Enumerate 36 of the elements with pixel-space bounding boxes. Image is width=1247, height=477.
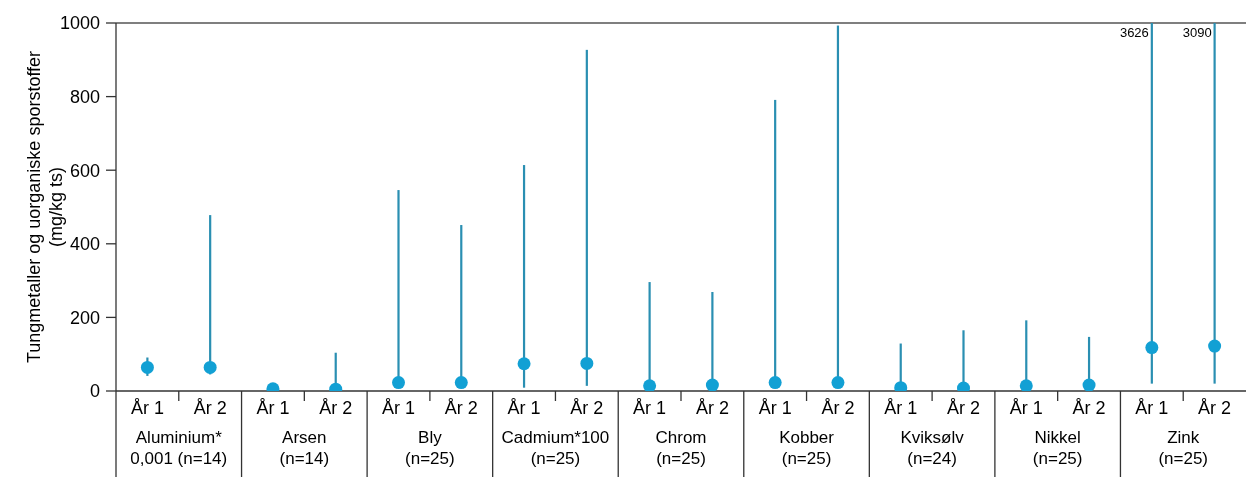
text: Chrom (n=25): [655, 428, 707, 468]
text: Kobber (n=25): [779, 428, 835, 468]
x-tick-label: År 1: [1009, 398, 1043, 418]
x-tick-label: År 1: [884, 398, 918, 418]
x-tick-label: År 2: [695, 398, 729, 418]
x-tick-label: År 2: [821, 398, 855, 418]
text: Cadmium*100 (n=25): [501, 428, 610, 468]
text: Nikkel (n=25): [1032, 428, 1083, 468]
x-tick-label: År 2: [444, 398, 478, 418]
x-tick-label: År 1: [381, 398, 416, 418]
x-tick-label: År 1: [633, 398, 667, 418]
y-tick-label: 600: [69, 160, 100, 181]
x-tick-label: År 1: [758, 398, 792, 418]
text: Bly (n=25): [405, 428, 455, 468]
y-tick-label: 0: [89, 381, 100, 402]
x-tick-label: År 2: [570, 398, 604, 418]
x-tick-label: År 1: [130, 398, 164, 418]
text: Arsen (n=14): [279, 428, 330, 468]
y-tick-label: 800: [69, 86, 100, 107]
text: Zink (n=25): [1158, 428, 1209, 468]
y-tick-label: 1000: [59, 13, 100, 34]
text: Kviksølv (n=24): [900, 428, 965, 468]
text: Aluminium* 0,001 (n=14): [130, 428, 228, 468]
x-tick-label: År 2: [946, 398, 981, 418]
x-tick-label: År 2: [1198, 398, 1232, 418]
x-tick-label: År 2: [1072, 398, 1106, 418]
x-tick-label: År 1: [256, 398, 290, 418]
y-axis-title: Tungmetaller og uorganiske sporstoffer (mg/kg ts): [24, 50, 66, 364]
x-tick-label: År 2: [319, 398, 353, 418]
x-tick-label: År 1: [1135, 398, 1169, 418]
y-tick-label: 400: [69, 234, 100, 255]
y-tick-label: 200: [69, 307, 100, 328]
x-tick-label: År 1: [507, 398, 541, 418]
x-tick-label: År 2: [193, 398, 227, 418]
annotation: 3626: [1119, 25, 1149, 40]
annotation: 3090: [1182, 25, 1212, 40]
